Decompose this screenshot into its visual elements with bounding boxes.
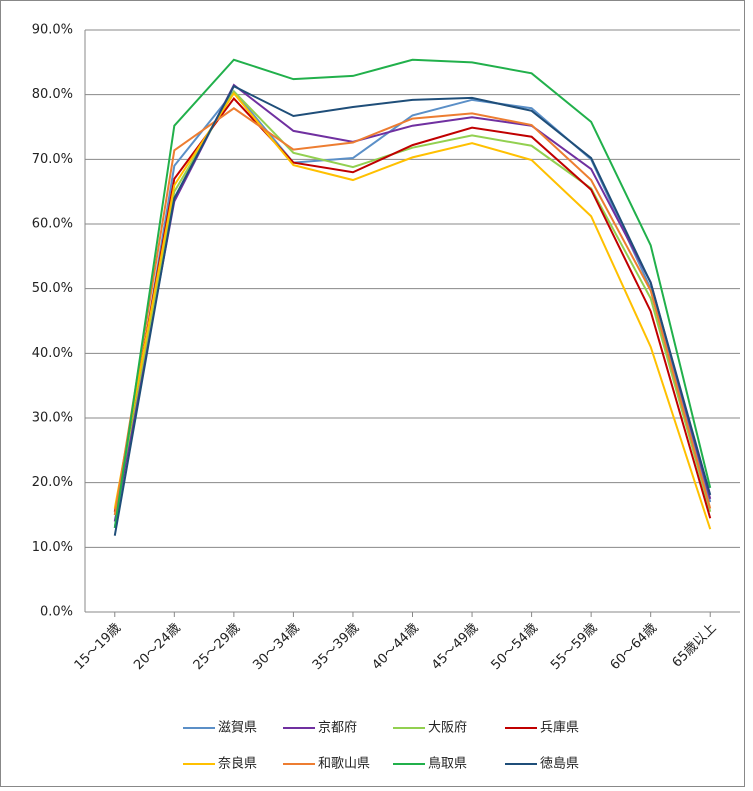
y-tick-label: 10.0% [32,540,73,555]
y-tick-label: 80.0% [32,87,73,102]
legend-label: 徳島県 [540,757,579,772]
legend-label: 奈良県 [218,756,257,772]
y-tick-label: 20.0% [32,475,73,490]
legend-label: 兵庫県 [540,721,579,736]
legend-label: 滋賀県 [218,721,257,736]
legend-label: 鳥取県 [428,757,467,772]
y-tick-label: 40.0% [32,346,73,361]
series-line [113,58,712,529]
legend-label: 京都府 [318,721,357,736]
series-line [113,84,712,536]
y-tick-label: 90.0% [32,23,73,38]
y-tick-label: 30.0% [32,411,73,426]
legend-label: 和歌山県 [318,757,370,772]
y-tick-label: 70.0% [32,152,73,167]
legend-label: 大阪府 [428,721,467,736]
y-tick-label: 50.0% [32,281,73,296]
y-tick-label: 0.0% [40,605,73,620]
series-line [113,89,712,529]
y-tick-label: 60.0% [32,217,73,232]
